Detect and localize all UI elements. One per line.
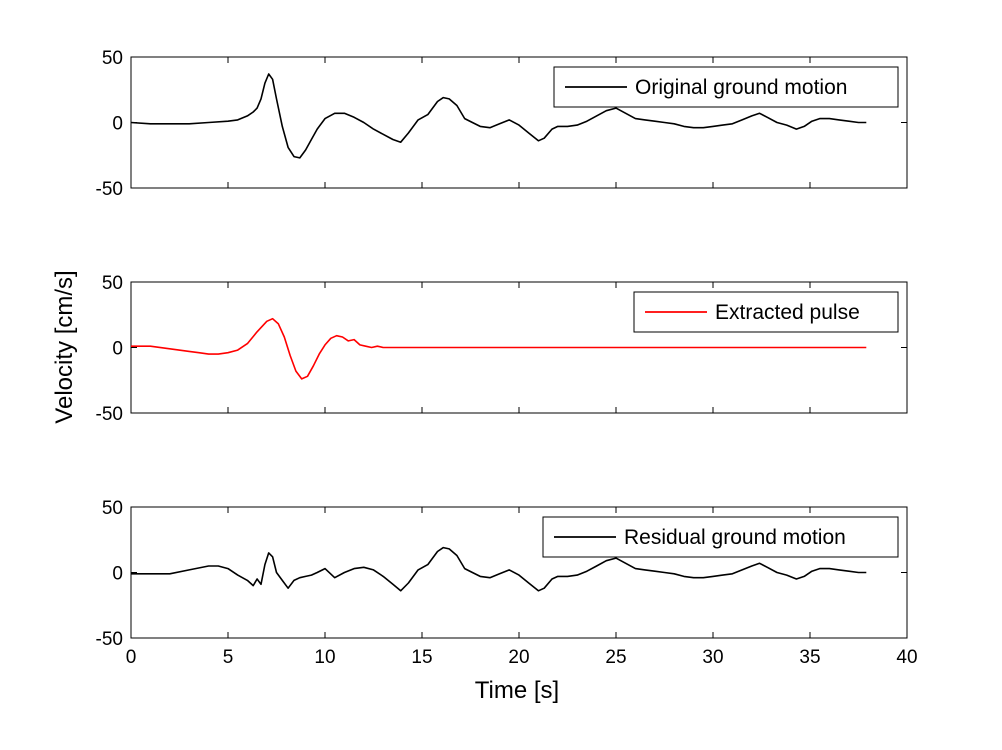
x-tick-label: 15: [411, 647, 432, 668]
x-axis-label: Time [s]: [475, 677, 559, 704]
x-tick-label: 5: [223, 647, 234, 668]
panel-original: -50 0 50 Original ground motion: [96, 48, 907, 200]
y-tick-label: 0: [112, 114, 123, 135]
y-tick-label: -50: [96, 404, 123, 425]
legend-label: Extracted pulse: [715, 301, 860, 324]
y-tick-label: -50: [96, 179, 123, 200]
legend: Residual ground motion: [543, 517, 898, 557]
figure: -50050Original ground motion-50050Extrac…: [0, 0, 1002, 750]
y-tick-label: 50: [102, 498, 123, 519]
legend-label: Original ground motion: [635, 76, 847, 99]
y-tick-label: 0: [112, 564, 123, 585]
y-tick-label: 50: [102, 48, 123, 69]
x-tick-label: 35: [799, 647, 820, 668]
x-tick-label: 30: [702, 647, 723, 668]
y-tick-label: -50: [96, 629, 123, 650]
legend: Extracted pulse: [634, 292, 898, 332]
x-tick-label: 25: [605, 647, 626, 668]
y-axis-label: Velocity [cm/s]: [51, 270, 78, 423]
y-tick-label: 50: [102, 273, 123, 294]
x-tick-label: 10: [314, 647, 335, 668]
legend: Original ground motion: [554, 67, 898, 107]
x-tick-label: 40: [896, 647, 917, 668]
y-tick-label: 0: [112, 339, 123, 360]
panel-pulse: -50 0 50 Extracted pulse: [96, 273, 907, 425]
x-tick-label: 20: [508, 647, 529, 668]
x-tick-label: 0: [126, 647, 137, 668]
legend-label: Residual ground motion: [624, 526, 846, 549]
